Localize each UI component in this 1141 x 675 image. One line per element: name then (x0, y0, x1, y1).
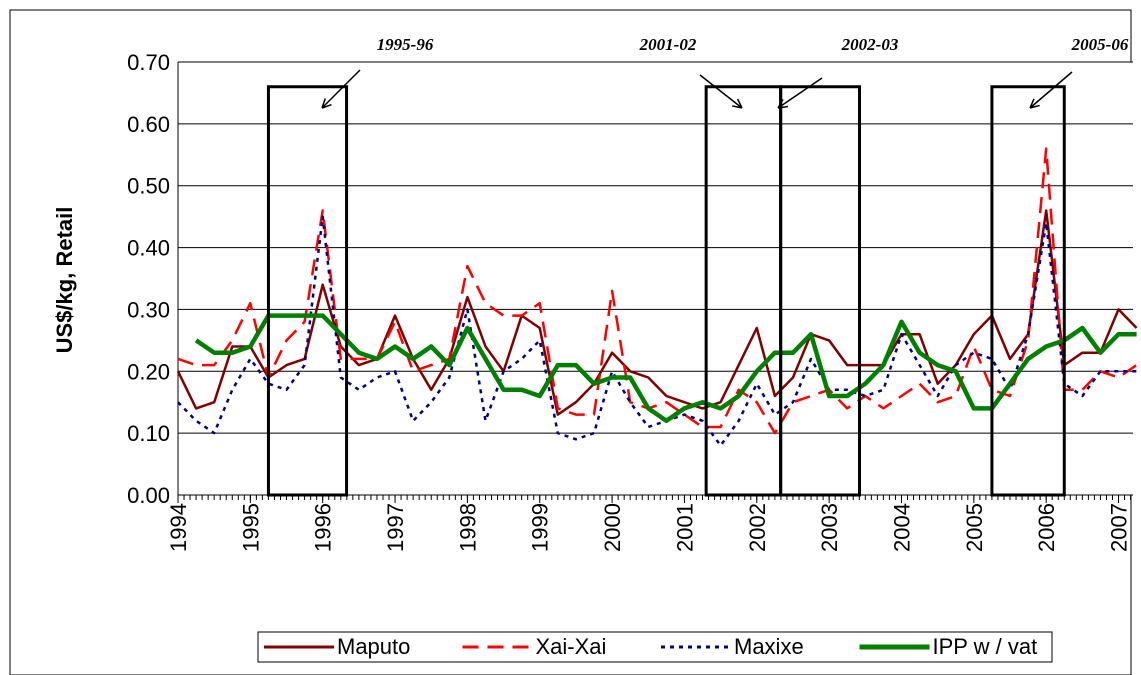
y-tick-label: 0.20 (127, 359, 170, 384)
x-tick-label: 2007 (1107, 503, 1132, 552)
legend-label: Maxixe (734, 634, 804, 659)
series-line (176, 209, 1138, 416)
annotation-box (266, 85, 349, 497)
x-tick-label: 2004 (889, 503, 914, 552)
x-tick-label: 2005 (962, 503, 987, 552)
x-tick-label: 1999 (528, 503, 553, 552)
annotation-label: 2002-03 (841, 35, 899, 54)
plot-area (178, 62, 1133, 495)
annotation-arrow (321, 69, 361, 109)
y-tick-label: 0.60 (127, 112, 170, 137)
legend-label: Maputo (337, 634, 410, 659)
annotation-arrow (777, 77, 823, 109)
x-tick-label: 2006 (1034, 503, 1059, 552)
legend-label: IPP w / vat (933, 634, 1038, 659)
x-tick-label: 2002 (745, 503, 770, 552)
y-tick-label: 0.10 (127, 421, 170, 446)
x-tick-label: 2001 (672, 503, 697, 552)
series-line (194, 313, 1137, 424)
y-axis-label: US$/kg, Retail (52, 207, 77, 354)
x-tick-label: 1997 (383, 503, 408, 552)
y-tick-label: 0.00 (127, 483, 170, 508)
x-tick-label: 1996 (311, 503, 336, 552)
annotation-label: 2001-02 (639, 35, 697, 54)
annotation-arrow (1029, 71, 1073, 109)
y-tick-label: 0.30 (127, 297, 170, 322)
x-tick-label: 2000 (600, 503, 625, 552)
x-tick-label: 1998 (455, 503, 480, 552)
annotation-label: 1995-96 (377, 35, 434, 54)
x-tick-label: 2003 (817, 503, 842, 552)
annotation-box (779, 85, 862, 497)
x-tick-label: 1995 (238, 503, 263, 552)
y-tick-label: 0.40 (127, 236, 170, 261)
series-line (177, 215, 1137, 447)
legend-label: Xai-Xai (536, 634, 607, 659)
annotation-box (990, 85, 1066, 497)
x-tick-label: 1994 (166, 503, 191, 552)
y-tick-label: 0.70 (127, 50, 170, 75)
annotation-arrow (699, 74, 743, 109)
y-tick-label: 0.50 (127, 174, 170, 199)
annotation-label: 2005-06 (1071, 35, 1129, 54)
